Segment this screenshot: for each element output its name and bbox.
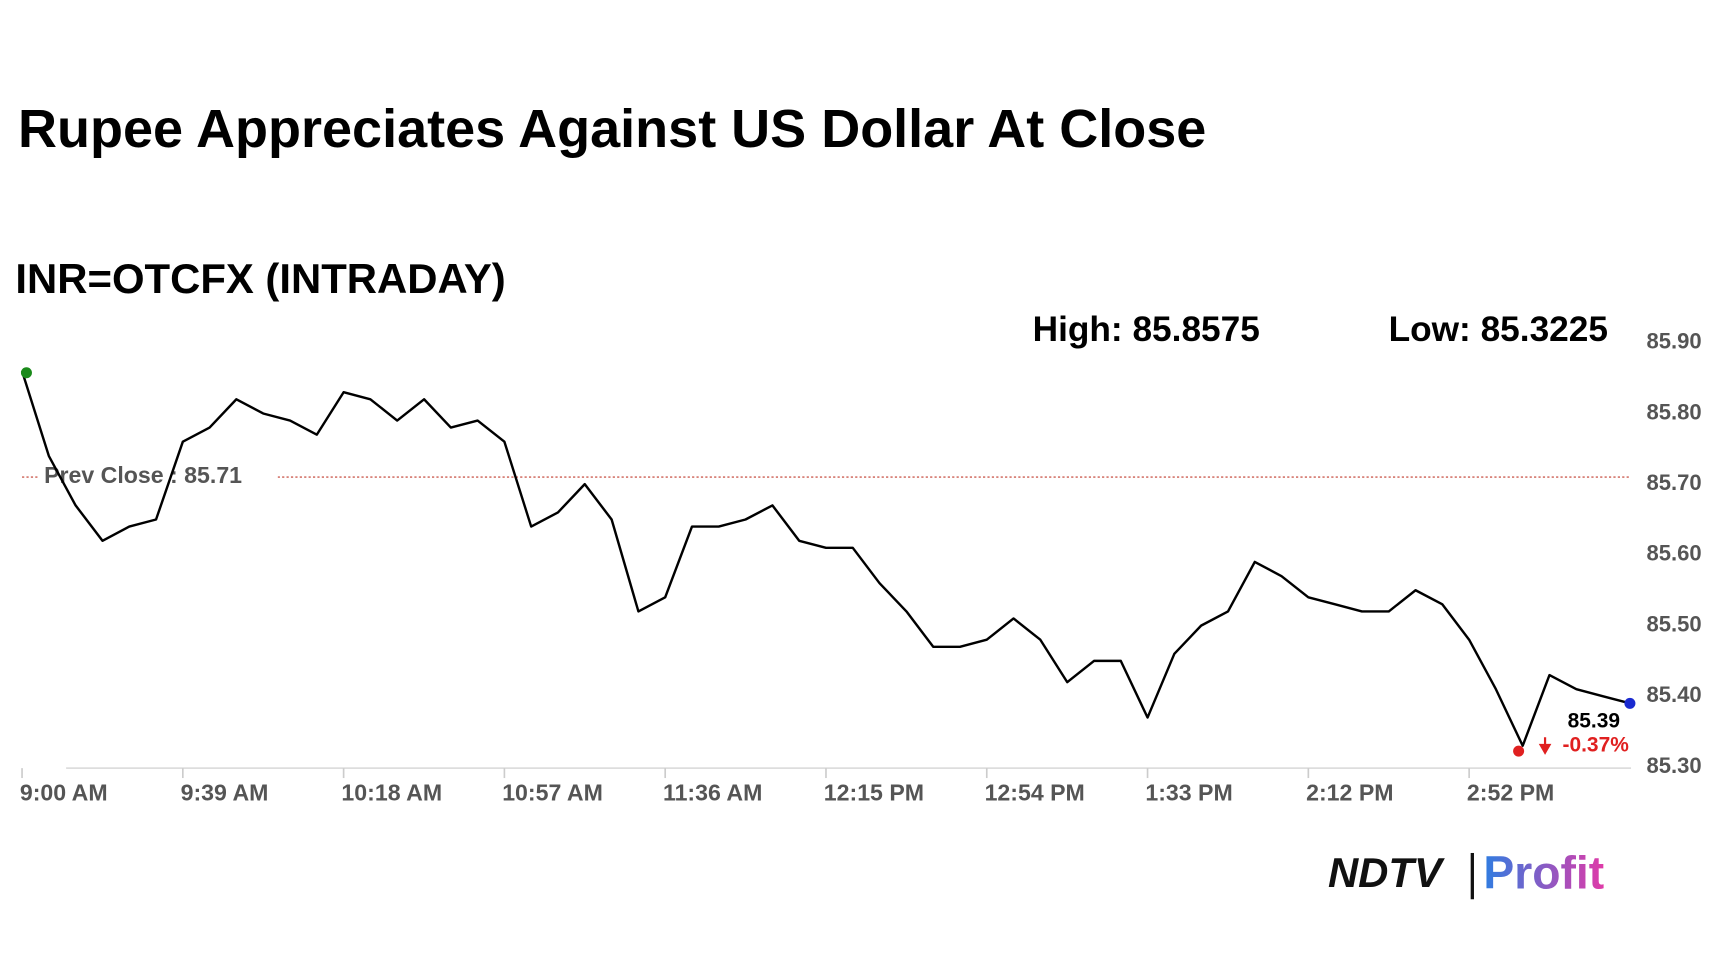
low-label: Low: 85.3225: [1389, 310, 1608, 349]
prev-close-bg: [37, 462, 278, 492]
x-tick-label: 2:12 PM: [1306, 780, 1393, 806]
x-tick-label: 12:15 PM: [824, 780, 924, 806]
y-tick-label: 85.60: [1646, 541, 1701, 566]
y-tick-label: 85.50: [1646, 611, 1701, 636]
chart-title: Rupee Appreciates Against US Dollar At C…: [18, 99, 1207, 159]
last-marker: [1624, 697, 1636, 709]
low-marker: [1513, 745, 1525, 757]
x-tick-label: 12:54 PM: [985, 780, 1085, 806]
x-tick-label: 10:57 AM: [502, 780, 603, 806]
down-arrow: [1538, 737, 1552, 755]
logo-ndtv: NDTV: [1328, 849, 1445, 896]
logo-profit: Profit: [1483, 846, 1604, 898]
logo: NDTV Profit: [1328, 846, 1604, 900]
high-marker: [20, 367, 32, 379]
y-tick-label: 85.40: [1646, 682, 1701, 707]
price-line: [20, 370, 1631, 747]
x-tick-label: 9:39 AM: [181, 780, 269, 806]
prev-close-label: Prev Close : 85.71: [44, 462, 242, 488]
y-tick-label: 85.80: [1646, 399, 1701, 424]
x-tick-label: 10:18 AM: [341, 780, 442, 806]
x-tick-label: 1:33 PM: [1145, 780, 1232, 806]
x-tick-label: 2:52 PM: [1467, 780, 1554, 806]
change-label: -0.37%: [1563, 734, 1630, 757]
y-tick-label: 85.70: [1646, 470, 1701, 495]
high-label: High: 85.8575: [1033, 310, 1260, 349]
x-tick-label: 11:36 AM: [663, 780, 762, 806]
chart-subtitle: INR=OTCFX (INTRADAY): [15, 255, 505, 302]
y-tick-label: 85.90: [1646, 329, 1701, 354]
last-value-label: 85.39: [1568, 709, 1620, 732]
y-tick-label: 85.30: [1646, 753, 1701, 778]
x-tick-label: 9:00 AM: [20, 780, 108, 806]
